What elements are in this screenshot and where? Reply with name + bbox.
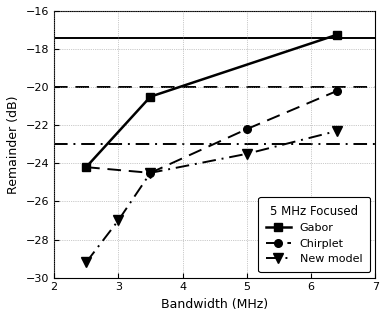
Chirplet xyxy=(335,89,339,93)
Gabor xyxy=(148,95,153,99)
Gabor xyxy=(84,165,88,169)
Y-axis label: Remainder (dB): Remainder (dB) xyxy=(7,95,20,194)
New model xyxy=(245,152,249,156)
Legend: Gabor, Chirplet, New model: Gabor, Chirplet, New model xyxy=(258,197,370,272)
New model xyxy=(116,218,120,222)
New model xyxy=(148,171,153,175)
Chirplet xyxy=(84,165,88,169)
X-axis label: Bandwidth (MHz): Bandwidth (MHz) xyxy=(161,298,268,311)
New model xyxy=(335,129,339,133)
Chirplet xyxy=(148,171,153,175)
Line: Gabor: Gabor xyxy=(82,31,341,171)
Line: Chirplet: Chirplet xyxy=(82,87,341,177)
New model xyxy=(84,260,88,264)
Gabor xyxy=(335,33,339,37)
Chirplet xyxy=(245,127,249,131)
Line: New model: New model xyxy=(81,127,342,267)
